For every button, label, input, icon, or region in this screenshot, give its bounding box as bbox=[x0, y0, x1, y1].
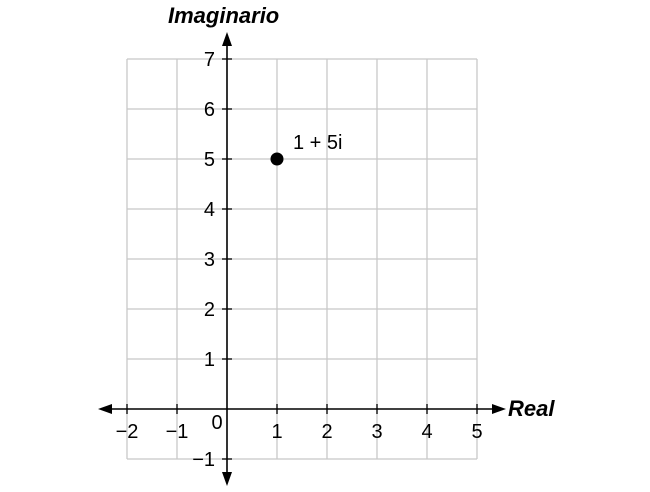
y-tick-label: 4 bbox=[204, 199, 215, 221]
y-tick-label: 7 bbox=[204, 49, 215, 71]
y-tick-label: 6 bbox=[204, 99, 215, 121]
x-tick-label: 1 bbox=[271, 421, 282, 443]
x-tick-label: 5 bbox=[471, 421, 482, 443]
x-tick-label: 3 bbox=[371, 421, 382, 443]
y-tick-label: 5 bbox=[204, 149, 215, 171]
y-axis-arrow-down bbox=[222, 472, 232, 486]
x-axis-arrow-left bbox=[98, 404, 112, 414]
grid bbox=[126, 58, 478, 460]
ticks bbox=[126, 58, 478, 460]
data-point-label: 1 + 5i bbox=[293, 132, 342, 154]
y-tick-label: 3 bbox=[204, 249, 215, 271]
y-axis-arrow-up bbox=[222, 32, 232, 46]
x-tick-label: 2 bbox=[321, 421, 332, 443]
y-tick-label: 1 bbox=[204, 349, 215, 371]
data-point bbox=[270, 152, 284, 166]
x-tick-label: −1 bbox=[166, 421, 189, 443]
data-points: 1 + 5i bbox=[270, 132, 342, 166]
x-tick-label: 4 bbox=[421, 421, 432, 443]
y-tick-label: 2 bbox=[204, 299, 215, 321]
tick-labels: −2 −1 0 1 2 3 4 5 −1 1 2 3 4 5 6 7 bbox=[116, 49, 483, 471]
x-tick-label: 0 bbox=[211, 412, 222, 434]
x-tick-label: −2 bbox=[116, 421, 139, 443]
x-axis-title: Real bbox=[508, 396, 555, 421]
x-axis-arrow-right bbox=[492, 404, 506, 414]
y-tick-label: −1 bbox=[192, 449, 215, 471]
y-axis-title: Imaginario bbox=[168, 3, 279, 28]
